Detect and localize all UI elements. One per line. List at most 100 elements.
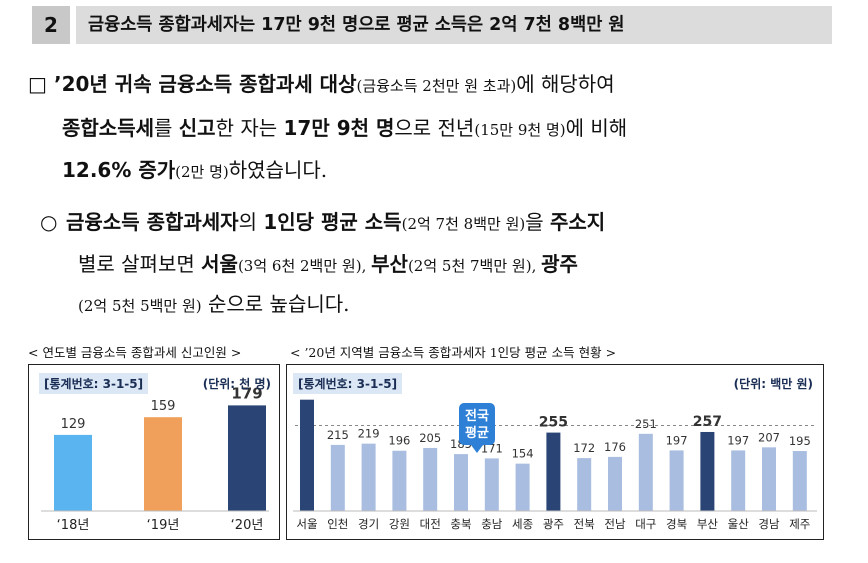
p1-emph: 12.6% 증가: [62, 158, 176, 182]
bar-대구: [638, 433, 653, 511]
bar-충북: [454, 454, 468, 511]
bar-전북: [577, 458, 592, 511]
bar-value-label-4: 205: [419, 431, 441, 445]
p1-text: 에 해당하여: [516, 72, 615, 96]
section-title: 금융소득 종합과세자는 17만 9천 명으로 평균 소득은 2억 7천 8백만 …: [88, 15, 625, 35]
bar-강원: [392, 450, 407, 511]
bar-인천: [330, 444, 345, 511]
p1-emph: 신고: [178, 116, 216, 140]
bar-울산: [731, 450, 746, 511]
p1-text: 한 자는: [215, 116, 284, 140]
chart1-stat-tag: [통계번호: 3-1-5]: [39, 373, 149, 394]
callout-pointer: [471, 445, 483, 453]
chart2-stat-tag: [통계번호: 3-1-5]: [293, 373, 403, 394]
category-label-3: 강원: [389, 517, 410, 531]
category-label-16: 제주: [789, 517, 810, 531]
p1-note: (2만 명): [175, 163, 229, 181]
bar-충남: [484, 458, 499, 511]
callout-box: [459, 403, 495, 445]
category-label-11: 대구: [635, 517, 656, 531]
category-label-1: ‘19년: [147, 518, 180, 533]
p1-note: (15만 9천 명): [474, 121, 566, 139]
bar-value-label-7: 154: [512, 447, 534, 461]
paragraph2-line1: ○ 금융소득 종합과세자의 1인당 평균 소득(2억 7천 8백만 원)을 주소지: [40, 204, 605, 242]
p1-emph: 종합소득세: [62, 116, 154, 140]
p1-text: 를: [154, 116, 179, 140]
bar-세종: [515, 463, 530, 511]
p2-emph: 1인당 평균 소득: [263, 210, 402, 234]
bar-0: [54, 434, 92, 511]
p2-text: 순으로 높습니다.: [201, 292, 350, 316]
paragraph1-line1: □ ’20년 귀속 금융소득 종합과세 대상(금융소득 2천만 원 초과)에 해당…: [28, 66, 615, 104]
bar-value-label-15: 207: [758, 430, 780, 444]
p2-emph: 주소지: [550, 210, 606, 234]
square-bullet-icon: □: [28, 72, 47, 96]
section-number: 2: [32, 6, 70, 44]
p2-text: 별로 살펴보면: [78, 252, 202, 276]
category-label-8: 광주: [543, 517, 564, 531]
bar-value-label-2: 219: [358, 427, 380, 441]
paragraph1-line2: 종합소득세를 신고한 자는 17만 9천 명으로 전년(15만 9천 명)에 비…: [62, 110, 627, 148]
p2-note: (3억 6천 2백만 원),: [237, 257, 372, 275]
p2-note: (2억 5천 5백만 원): [78, 297, 202, 315]
category-label-2: ‘20년: [231, 518, 264, 533]
bar-서울: [300, 399, 314, 511]
paragraph2-line2: 별로 살펴보면 서울(3억 6천 2백만 원), 부산(2억 5천 7백만 원)…: [78, 246, 578, 284]
bar-value-label-11: 251: [635, 417, 657, 431]
p1-text: 하였습니다.: [228, 158, 328, 182]
category-label-2: 경기: [358, 517, 379, 531]
p1-emph: 17만 9천 명: [283, 116, 395, 140]
bar-전남: [608, 456, 622, 511]
chart2-caption: < ’20년 지역별 금융소득 종합과세자 1인당 평균 소득 현황 >: [290, 345, 617, 360]
p2-note: (2억 5천 7백만 원),: [407, 257, 542, 275]
bar-value-label-3: 196: [388, 434, 410, 448]
category-label-9: 전북: [574, 517, 595, 531]
category-label-4: 대전: [420, 517, 441, 531]
paragraph2-line3: (2억 5천 5백만 원) 순으로 높습니다.: [78, 286, 350, 324]
category-label-7: 세종: [512, 517, 533, 531]
bar-대전: [423, 447, 438, 511]
callout-text-1: 평균: [465, 425, 489, 441]
chart2-unit: (단위: 백만 원): [733, 377, 813, 391]
p1-emph: ’20년 귀속 금융소득 종합과세 대상: [54, 72, 357, 96]
bar-value-label-12: 197: [666, 433, 688, 447]
p2-text: 을: [525, 210, 550, 234]
bar-value-label-13: 257: [693, 414, 722, 430]
bar-1: [144, 417, 182, 511]
bar-value-label-1: 215: [327, 428, 349, 442]
bar-경기: [361, 443, 376, 511]
callout-text-0: 전국: [465, 408, 489, 424]
chart2-frame: [통계번호: 3-1-5] (단위: 백만 원) 362서울215인천219경기…: [286, 364, 824, 540]
category-label-6: 충남: [481, 517, 503, 531]
p2-emph: 금융소득 종합과세자: [66, 210, 239, 234]
bar-value-label-2: 179: [231, 384, 262, 402]
p1-text: 에 비해: [565, 116, 628, 140]
circle-bullet-icon: ○: [40, 210, 58, 234]
category-label-0: ‘18년: [57, 518, 90, 533]
bar-경남: [762, 447, 776, 511]
p2-note: (2억 7천 8백만 원): [401, 215, 526, 233]
bar-value-label-10: 176: [604, 440, 626, 454]
bar-value-label-1: 159: [151, 399, 176, 414]
p2-emph: 서울: [201, 252, 238, 276]
chart1-unit: (단위: 천 명): [202, 377, 271, 391]
category-label-12: 경북: [666, 517, 687, 531]
bar-value-label-0: 129: [61, 417, 86, 432]
chart1-caption: < 연도별 금융소득 종합과세 신고인원 >: [28, 345, 242, 360]
category-label-0: 서울: [296, 517, 317, 531]
category-label-10: 전남: [604, 517, 626, 531]
bar-value-label-8: 255: [539, 415, 568, 431]
section-header: 2 금융소득 종합과세자는 17만 9천 명으로 평균 소득은 2억 7천 8백…: [32, 6, 832, 44]
p2-emph: 부산: [371, 252, 408, 276]
p1-text: 으로 전년: [394, 116, 475, 140]
bar-2: [228, 405, 266, 511]
category-label-5: 충북: [450, 517, 471, 531]
bar-광주: [546, 432, 561, 511]
chart1-frame: [통계번호: 3-1-5] (단위: 천 명) 129 ‘18년 159 ‘19년 17…: [28, 364, 280, 540]
category-label-13: 부산: [697, 517, 719, 531]
category-label-14: 울산: [728, 517, 750, 531]
bar-부산: [700, 431, 715, 511]
category-label-15: 경남: [758, 517, 780, 531]
bar-value-label-16: 195: [789, 434, 811, 448]
